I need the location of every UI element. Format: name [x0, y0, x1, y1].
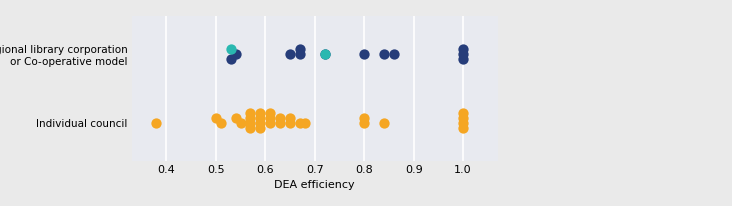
Point [244, 116, 256, 120]
Point [294, 53, 306, 56]
Point [458, 48, 469, 51]
Point [235, 121, 247, 125]
Point [359, 121, 370, 125]
Point [215, 121, 227, 125]
Point [244, 126, 256, 129]
Point [230, 116, 242, 120]
Point [458, 57, 469, 61]
Point [225, 48, 236, 51]
Point [294, 121, 306, 125]
Point [230, 53, 242, 56]
Point [299, 121, 310, 125]
Point [458, 121, 469, 125]
Point [255, 112, 266, 115]
Point [244, 112, 256, 115]
Point [244, 121, 256, 125]
Point [294, 48, 306, 51]
Point [255, 121, 266, 125]
Point [264, 121, 276, 125]
Point [264, 112, 276, 115]
Point [458, 116, 469, 120]
Point [255, 116, 266, 120]
Point [458, 112, 469, 115]
Point [151, 121, 163, 125]
Point [458, 126, 469, 129]
Point [378, 121, 390, 125]
Point [255, 126, 266, 129]
Point [458, 53, 469, 56]
X-axis label: DEA efficiency: DEA efficiency [274, 180, 355, 190]
Point [359, 116, 370, 120]
Point [274, 116, 286, 120]
Point [284, 53, 296, 56]
Point [274, 121, 286, 125]
Point [264, 116, 276, 120]
Point [284, 116, 296, 120]
Point [359, 53, 370, 56]
Point [378, 53, 390, 56]
Point [319, 53, 331, 56]
Point [210, 116, 222, 120]
Point [319, 53, 331, 56]
Point [284, 121, 296, 125]
Point [225, 57, 236, 61]
Point [388, 53, 400, 56]
